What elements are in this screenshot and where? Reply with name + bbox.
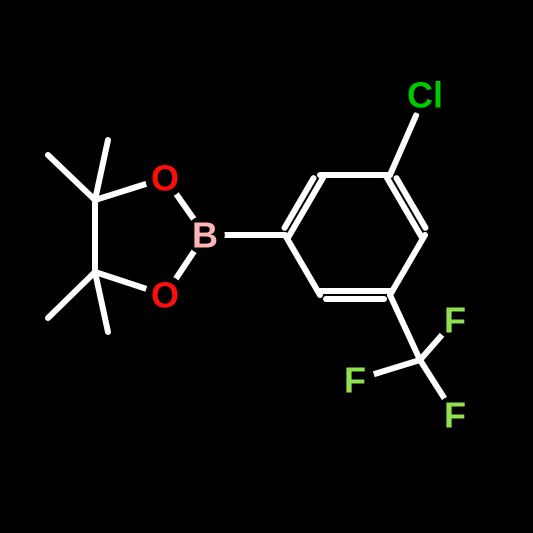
- bond: [95, 140, 108, 200]
- bond: [372, 360, 420, 375]
- atom-cl: Cl: [407, 75, 443, 116]
- bond: [48, 155, 95, 200]
- atom-b: B: [192, 215, 218, 256]
- bond: [420, 360, 445, 400]
- atom-f: F: [444, 395, 466, 436]
- bond: [95, 272, 108, 332]
- bond: [390, 115, 416, 175]
- bond: [390, 295, 420, 360]
- atom-f: F: [444, 300, 466, 341]
- atom-f: F: [344, 360, 366, 401]
- bond: [95, 272, 150, 290]
- atom-o: O: [151, 158, 179, 199]
- bond: [420, 334, 443, 360]
- bond: [48, 272, 95, 318]
- bond: [95, 183, 150, 200]
- bond: [285, 235, 320, 295]
- molecule-diagram: Cl O OB F F F: [0, 0, 533, 533]
- atom-o: O: [151, 275, 179, 316]
- bond: [390, 235, 425, 295]
